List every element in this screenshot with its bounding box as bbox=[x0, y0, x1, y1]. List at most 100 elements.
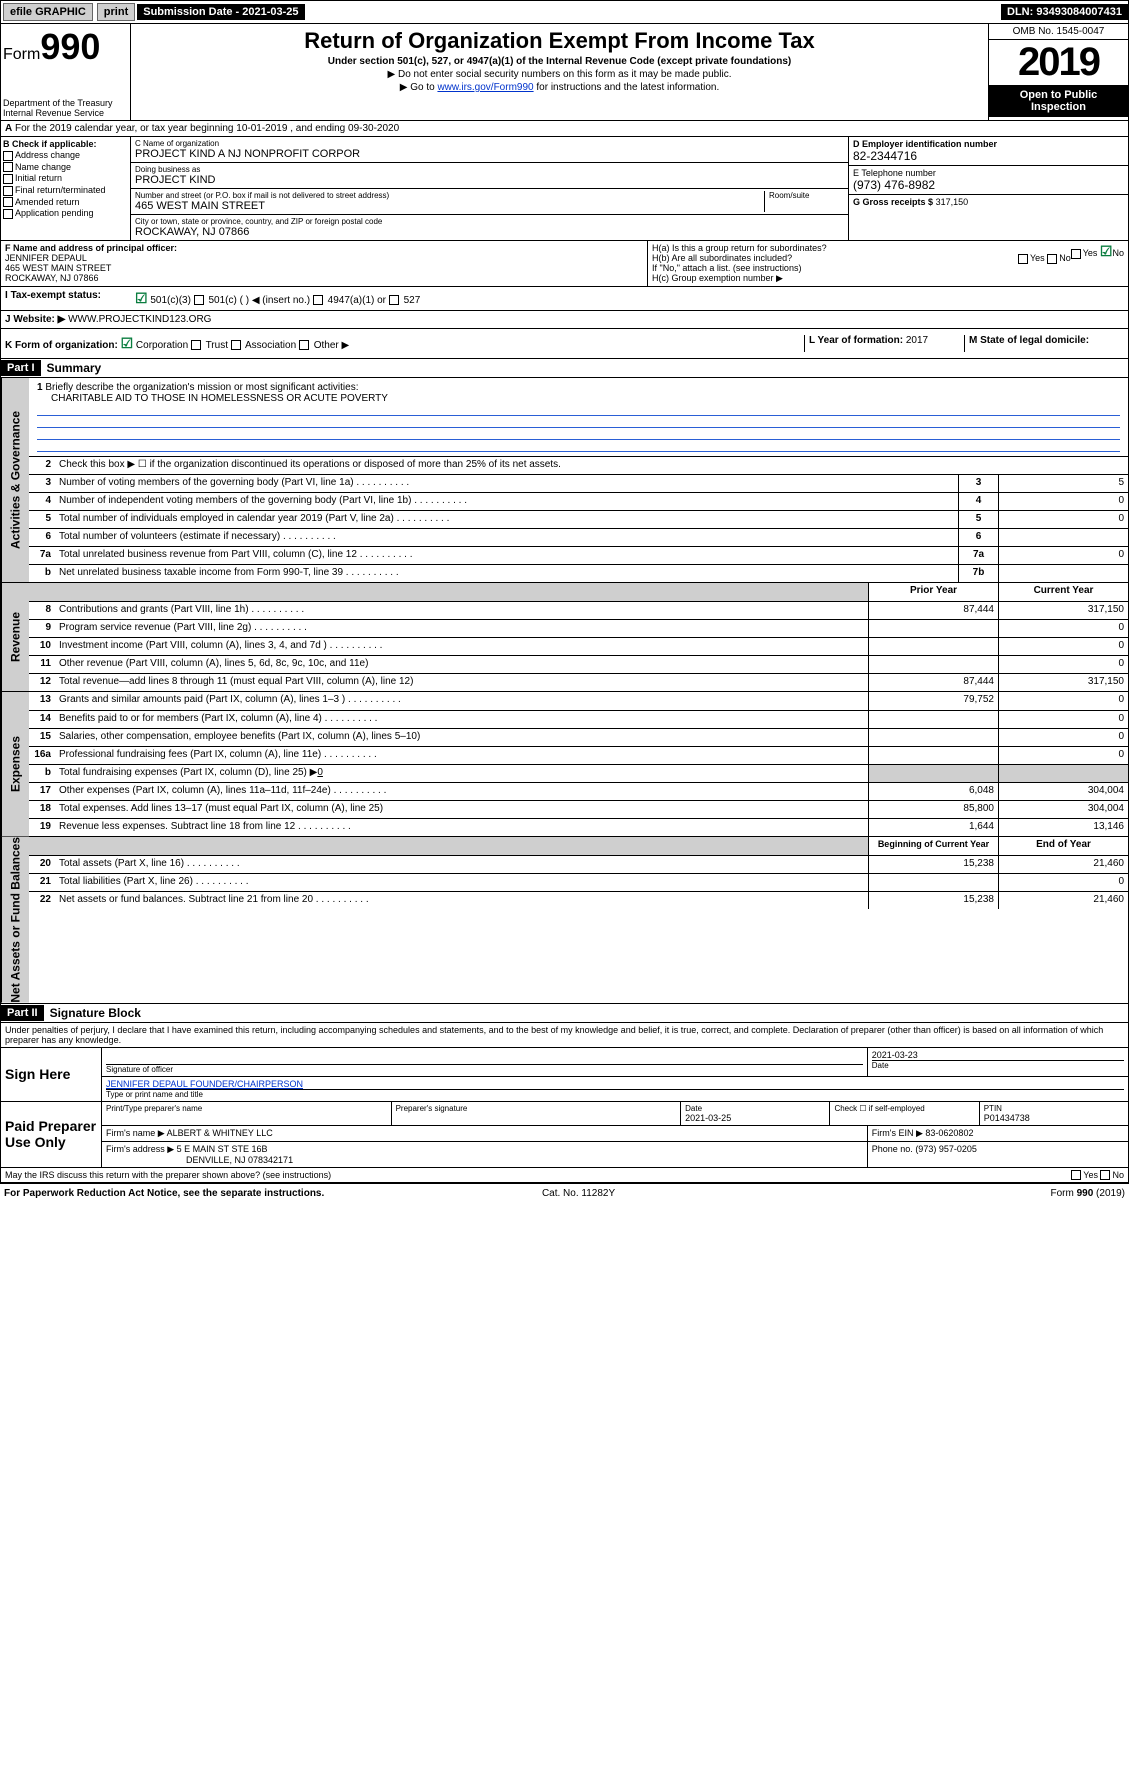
officer-name-title[interactable]: JENNIFER DEPAUL FOUNDER/CHAIRPERSON bbox=[106, 1079, 303, 1089]
chk-amended[interactable] bbox=[3, 197, 13, 207]
p17: 6,048 bbox=[868, 783, 998, 800]
l14: Benefits paid to or for members (Part IX… bbox=[55, 711, 868, 728]
lbl-final: Final return/terminated bbox=[15, 185, 106, 195]
sidebar-revenue: Revenue bbox=[1, 583, 29, 691]
row-j: J Website: ▶ WWW.PROJECTKIND123.ORG bbox=[0, 311, 1129, 329]
chk-other[interactable] bbox=[299, 340, 309, 350]
hb-yes[interactable] bbox=[1018, 254, 1028, 264]
c9: 0 bbox=[998, 620, 1128, 637]
l10: Investment income (Part VIII, column (A)… bbox=[55, 638, 868, 655]
p13: 79,752 bbox=[868, 692, 998, 710]
chk-address[interactable] bbox=[3, 151, 13, 161]
discuss-no[interactable] bbox=[1100, 1170, 1110, 1180]
line-a: A For the 2019 calendar year, or tax yea… bbox=[0, 121, 1129, 137]
org-name: PROJECT KIND A NJ NONPROFIT CORPOR bbox=[135, 148, 844, 160]
l2: Check this box ▶ ☐ if the organization d… bbox=[55, 457, 1128, 474]
f-lbl: F Name and address of principal officer: bbox=[5, 243, 643, 253]
e21: 0 bbox=[998, 874, 1128, 891]
gross-lbl: G Gross receipts $ bbox=[853, 197, 933, 207]
officer-addr1: 465 WEST MAIN STREET bbox=[5, 263, 643, 273]
l3: Number of voting members of the governin… bbox=[55, 475, 958, 492]
yes: Yes bbox=[1083, 248, 1098, 258]
sidebar-expenses: Expenses bbox=[1, 692, 29, 836]
l22: Net assets or fund balances. Subtract li… bbox=[55, 892, 868, 909]
ha-yes[interactable] bbox=[1071, 249, 1081, 259]
col-b: B Check if applicable: Address change Na… bbox=[1, 137, 131, 240]
p18: 85,800 bbox=[868, 801, 998, 818]
chk-527[interactable] bbox=[389, 295, 399, 305]
c13: 0 bbox=[998, 692, 1128, 710]
header-mid: Return of Organization Exempt From Incom… bbox=[131, 24, 988, 120]
hb-no[interactable] bbox=[1047, 254, 1057, 264]
no2: No bbox=[1059, 253, 1071, 263]
assoc: Association bbox=[245, 340, 296, 351]
ein: 82-2344716 bbox=[853, 149, 1124, 163]
527: 527 bbox=[404, 295, 421, 306]
prep-sig-lbl: Preparer's signature bbox=[396, 1104, 677, 1113]
l16b-pre: Total fundraising expenses (Part IX, col… bbox=[59, 767, 317, 778]
c12: 317,150 bbox=[998, 674, 1128, 691]
chk-assoc[interactable] bbox=[231, 340, 241, 350]
omb-number: OMB No. 1545-0047 bbox=[989, 24, 1128, 40]
p11 bbox=[868, 656, 998, 673]
check-icon: ☑ bbox=[135, 290, 148, 306]
discuss-yes[interactable] bbox=[1071, 1170, 1081, 1180]
website: WWW.PROJECTKIND123.ORG bbox=[68, 314, 211, 325]
part1-header: Part I Summary bbox=[0, 359, 1129, 378]
col-c: C Name of organizationPROJECT KIND A NJ … bbox=[131, 137, 848, 240]
perjury: Under penalties of perjury, I declare th… bbox=[1, 1023, 1128, 1047]
part1-title: Summary bbox=[41, 359, 108, 377]
chk-4947[interactable] bbox=[313, 295, 323, 305]
sub3-pre: ▶ Go to bbox=[400, 82, 438, 93]
no: No bbox=[1112, 248, 1124, 258]
l18: Total expenses. Add lines 13–17 (must eq… bbox=[55, 801, 868, 818]
expenses-section: Expenses 13Grants and similar amounts pa… bbox=[0, 692, 1129, 837]
chk-pending[interactable] bbox=[3, 209, 13, 219]
col-b-header: B Check if applicable: bbox=[3, 139, 128, 149]
ha-lbl: H(a) Is this a group return for subordin… bbox=[652, 243, 827, 253]
sig-date: 2021-03-23 bbox=[872, 1050, 1124, 1060]
p8: 87,444 bbox=[868, 602, 998, 619]
city-lbl: City or town, state or province, country… bbox=[135, 217, 844, 226]
l16a: Professional fundraising fees (Part IX, … bbox=[55, 747, 868, 764]
street: 465 WEST MAIN STREET bbox=[135, 200, 764, 212]
chk-trust[interactable] bbox=[191, 340, 201, 350]
hb-lbl: H(b) Are all subordinates included? bbox=[652, 253, 792, 263]
c14: 0 bbox=[998, 711, 1128, 728]
irs-link[interactable]: www.irs.gov/Form990 bbox=[437, 82, 533, 93]
chk-final[interactable] bbox=[3, 186, 13, 196]
footer-mid: Cat. No. 11282Y bbox=[542, 1188, 615, 1199]
part2-hdr: Part II bbox=[1, 1005, 44, 1021]
l16b: Total fundraising expenses (Part IX, col… bbox=[55, 765, 868, 782]
hdr-end: End of Year bbox=[998, 837, 1128, 855]
part2-title: Signature Block bbox=[44, 1004, 147, 1022]
firm-addr2: DENVILLE, NJ 078342171 bbox=[106, 1155, 293, 1165]
date-lbl: Date bbox=[872, 1060, 1124, 1070]
trust: Trust bbox=[206, 340, 228, 351]
chk-initial[interactable] bbox=[3, 174, 13, 184]
governance-section: Activities & Governance 1 Briefly descri… bbox=[0, 378, 1129, 583]
part2-header: Part II Signature Block bbox=[0, 1004, 1129, 1023]
discuss: May the IRS discuss this return with the… bbox=[5, 1170, 331, 1181]
l20: Total assets (Part X, line 16) bbox=[55, 856, 868, 873]
c-name-lbl: C Name of organization bbox=[135, 139, 844, 148]
b21 bbox=[868, 874, 998, 891]
l7b: Net unrelated business taxable income fr… bbox=[55, 565, 958, 582]
l-lbl: L Year of formation: bbox=[809, 335, 903, 346]
chk-501c[interactable] bbox=[194, 295, 204, 305]
chk-name[interactable] bbox=[3, 162, 13, 172]
efile-button[interactable]: efile GRAPHIC bbox=[3, 3, 93, 21]
subtitle-1: Under section 501(c), 527, or 4947(a)(1)… bbox=[135, 56, 984, 67]
firm-ein: 83-0620802 bbox=[925, 1128, 973, 1138]
subtitle-3: ▶ Go to www.irs.gov/Form990 for instruct… bbox=[135, 82, 984, 93]
c19: 13,146 bbox=[998, 819, 1128, 836]
v6 bbox=[998, 529, 1128, 546]
firm-name: ALBERT & WHITNEY LLC bbox=[167, 1128, 273, 1138]
form-header: Form990 Department of the Treasury Inter… bbox=[0, 24, 1129, 121]
header-left: Form990 Department of the Treasury Inter… bbox=[1, 24, 131, 120]
lbl-initial: Initial return bbox=[15, 173, 62, 183]
topbar: efile GRAPHIC print Submission Date - 20… bbox=[0, 0, 1129, 24]
print-button[interactable]: print bbox=[97, 3, 135, 21]
lbl-name: Name change bbox=[15, 162, 71, 172]
h-box: H(a) Is this a group return for subordin… bbox=[648, 241, 1128, 286]
